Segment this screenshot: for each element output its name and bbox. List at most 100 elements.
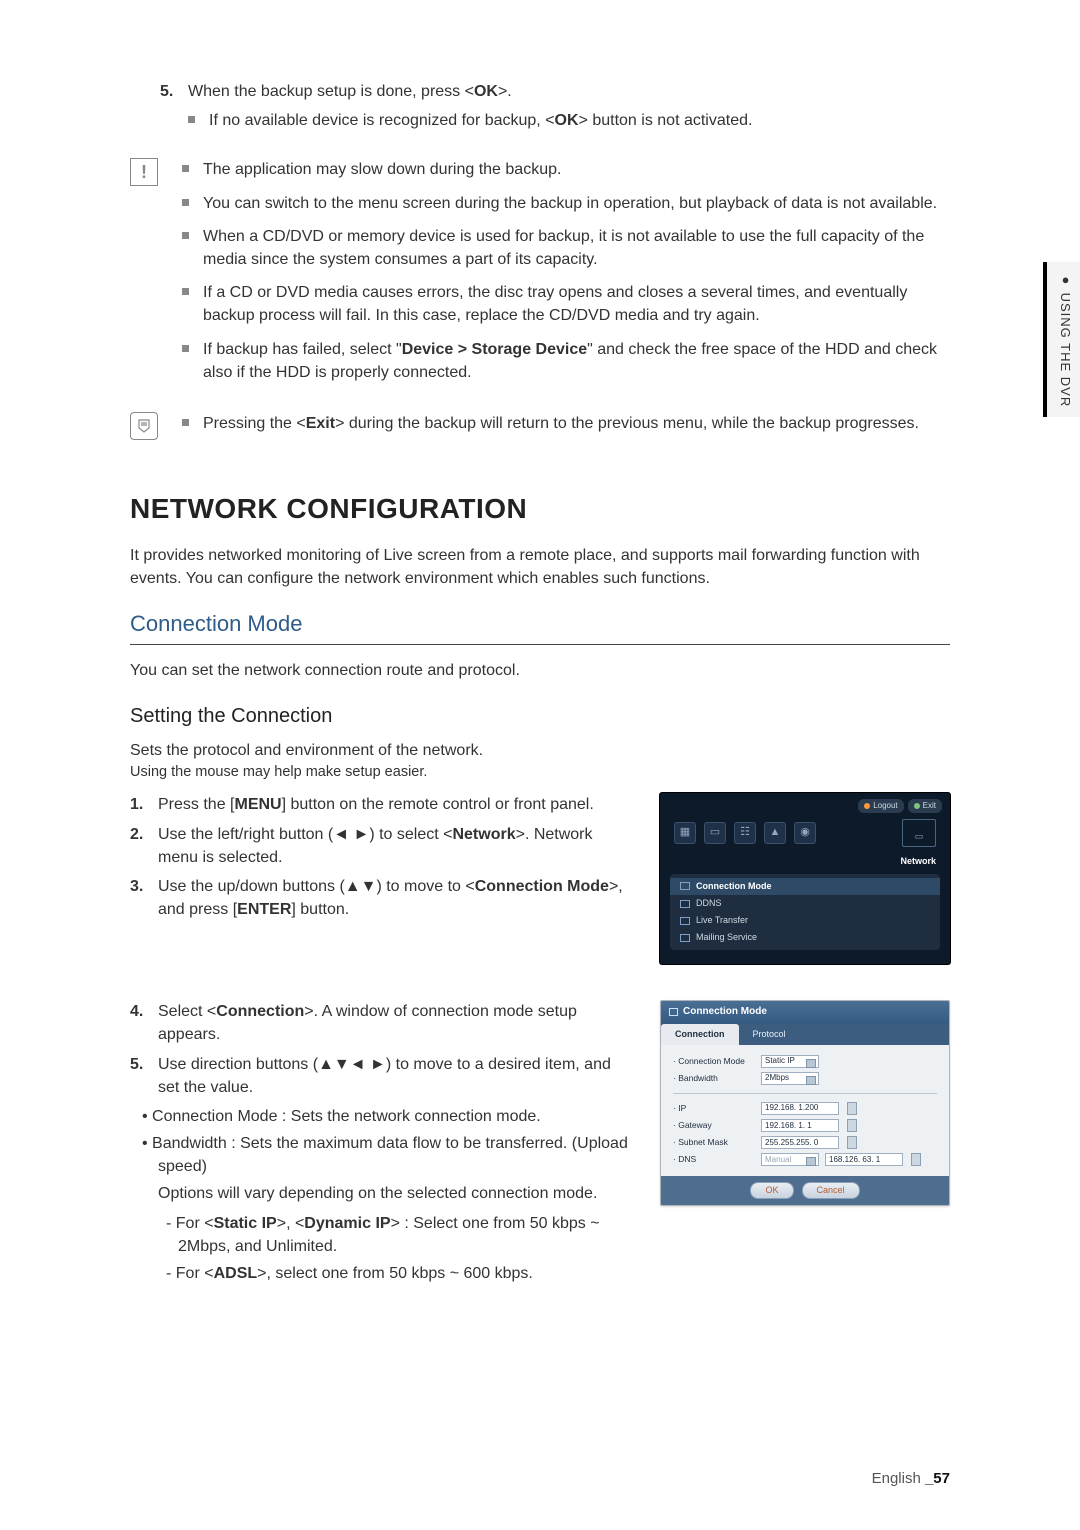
step-text: Press the [MENU] button on the remote co…: [158, 793, 594, 816]
step-number: 5.: [160, 80, 188, 103]
t: If no available device is recognized for…: [209, 112, 555, 129]
t: >, select one from 50 kbps ~ 600 kbps.: [257, 1265, 533, 1282]
t: Use direction buttons (▲▼◄ ►) to move to…: [158, 1056, 611, 1096]
t: >, <: [277, 1215, 305, 1232]
dialog-body: Connection ModeStatic IP Bandwidth2Mbps …: [661, 1045, 949, 1177]
warning-callout: ! The application may slow down during t…: [130, 158, 950, 394]
submenu-row: Connection Mode: [670, 878, 940, 895]
row-icon: [680, 882, 690, 890]
subsection-text: You can set the network connection route…: [130, 659, 950, 682]
dvr-icon-row: ▦ ▭ ☷ ▲ ◉ ▭: [660, 815, 950, 855]
field-label: Gateway: [673, 1119, 755, 1131]
option-extra: Options will vary depending on the selec…: [158, 1182, 636, 1205]
square-bullet-icon: [188, 116, 195, 123]
t-bold: Connection Mode: [475, 878, 609, 895]
step-row: 2. Use the left/right button (◄ ►) to se…: [130, 823, 636, 869]
field-row: Subnet Mask 255.255.255. 0: [673, 1136, 937, 1149]
subheading: Setting the Connection: [130, 702, 950, 731]
t-bold: Connection: [216, 1003, 304, 1020]
row-icon: [680, 900, 690, 908]
square-bullet-icon: [182, 199, 189, 206]
divider: [673, 1093, 937, 1094]
submenu-row: Mailing Service: [670, 929, 940, 946]
t: Pressing the <Exit> during the backup wi…: [203, 412, 919, 435]
t: Select <: [158, 1003, 216, 1020]
note-row: Pressing the <Exit> during the backup wi…: [182, 412, 950, 435]
t-bold: MENU: [234, 796, 281, 813]
square-bullet-icon: [182, 419, 189, 426]
submenu-row: DDNS: [670, 895, 940, 912]
title-icon: [669, 1008, 678, 1016]
dot-icon: [914, 803, 920, 809]
ip-field: 192.168. 1.200: [761, 1102, 839, 1115]
footer-page: _57: [925, 1470, 950, 1487]
section-heading: NETWORK CONFIGURATION: [130, 489, 950, 530]
t: For <: [176, 1265, 214, 1282]
t: Logout: [873, 801, 897, 810]
row-icon: [680, 917, 690, 925]
field-row: Connection ModeStatic IP: [673, 1055, 937, 1068]
t: Bandwidth : Sets the maximum data flow t…: [152, 1135, 628, 1175]
t: >.: [498, 83, 512, 100]
field-label: Connection Mode: [673, 1055, 755, 1067]
field-label: Bandwidth: [673, 1072, 755, 1084]
square-bullet-icon: [182, 232, 189, 239]
warn-row: The application may slow down during the…: [182, 158, 950, 181]
cancel-button: Cancel: [802, 1182, 860, 1199]
warn-row: If a CD or DVD media causes errors, the …: [182, 281, 950, 327]
t: Live Transfer: [696, 914, 748, 927]
spinner-icon: [845, 1102, 857, 1115]
dvr-topbar: Logout Exit: [660, 793, 950, 815]
square-bullet-icon: [182, 345, 189, 352]
field-row: Bandwidth2Mbps: [673, 1072, 937, 1085]
sub-text-small: Using the mouse may help make setup easi…: [130, 762, 950, 783]
dvr-screenshot: Logout Exit ▦ ▭ ☷ ▲ ◉ ▭ Network Connecti…: [660, 793, 950, 964]
network-menu-icon: ▭: [902, 819, 936, 847]
t: If backup has failed, select "Device > S…: [203, 338, 950, 384]
field-row: Gateway192.168. 1. 1: [673, 1119, 937, 1132]
t: Exit: [923, 801, 936, 810]
page-footer: English _57: [872, 1468, 950, 1490]
t: Use the left/right button (◄ ►) to selec…: [158, 826, 452, 843]
t: When a CD/DVD or memory device is used f…: [203, 225, 950, 271]
t: > button is not activated.: [579, 112, 753, 129]
sub-bullet: If no available device is recognized for…: [188, 109, 950, 132]
exit-pill: Exit: [908, 799, 942, 813]
warning-body: The application may slow down during the…: [182, 158, 950, 394]
t: > during the backup will return to the p…: [335, 415, 919, 432]
footer-lang: English: [872, 1470, 925, 1487]
field-row: IP 192.168. 1.200: [673, 1102, 937, 1115]
step-number: 1.: [130, 793, 158, 816]
field-label: IP: [673, 1102, 755, 1114]
note-callout: Pressing the <Exit> during the backup wi…: [130, 412, 950, 445]
logout-pill: Logout: [858, 799, 903, 813]
t: You can switch to the menu screen during…: [203, 192, 937, 215]
field-label: Subnet Mask: [673, 1136, 755, 1148]
subnet-field: 255.255.255. 0: [761, 1136, 839, 1149]
t-bold: Dynamic IP: [304, 1215, 390, 1232]
warning-icon: !: [130, 158, 158, 186]
spinner-icon: [909, 1153, 921, 1166]
dialog-tabs: Connection Protocol: [661, 1024, 949, 1045]
field-label: DNS: [673, 1153, 755, 1165]
sub-text: Sets the protocol and environment of the…: [130, 739, 950, 762]
warn-row: If backup has failed, select "Device > S…: [182, 338, 950, 384]
ok-button: OK: [750, 1182, 793, 1199]
spinner-icon: [845, 1119, 857, 1132]
t-bold: Static IP: [214, 1215, 277, 1232]
t-bold: Network: [452, 826, 515, 843]
t-bold: ENTER: [237, 901, 291, 918]
step-5-top: 5. When the backup setup is done, press …: [160, 80, 950, 103]
t: DDNS: [696, 897, 722, 910]
conn-screenshot-wrap: Connection Mode Connection Protocol Conn…: [660, 1000, 950, 1206]
t: When the backup setup is done, press <: [188, 83, 474, 100]
dot-icon: [864, 803, 870, 809]
t: Connection Mode : Sets the network conne…: [152, 1108, 541, 1125]
step-text: When the backup setup is done, press <OK…: [188, 80, 512, 103]
menu-icon: ▲: [764, 822, 786, 844]
t: Use the up/down buttons (▲▼) to move to …: [158, 878, 475, 895]
t: Press the [: [158, 796, 234, 813]
note-body: Pressing the <Exit> during the backup wi…: [182, 412, 950, 445]
field-row: DNSManual168.126. 63. 1: [673, 1153, 937, 1166]
t: If a CD or DVD media causes errors, the …: [203, 281, 950, 327]
